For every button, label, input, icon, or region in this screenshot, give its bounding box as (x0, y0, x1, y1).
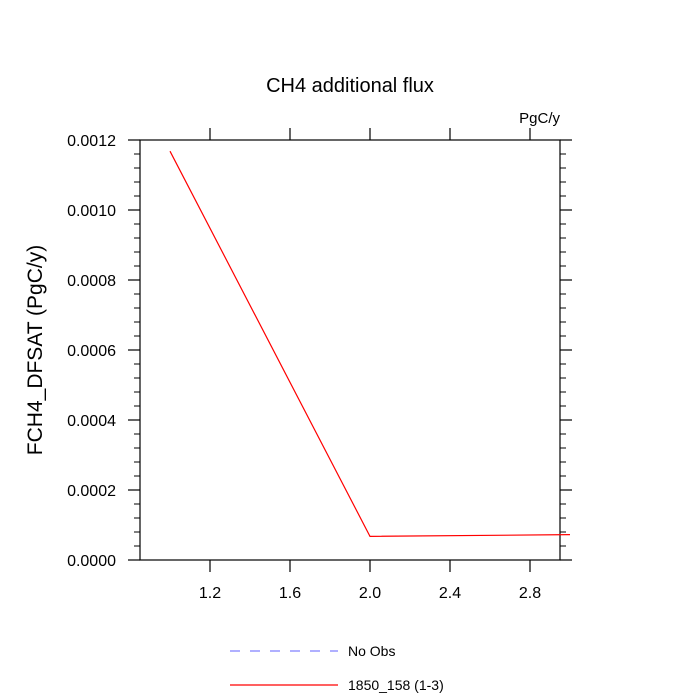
y-tick-label: 0.0012 (67, 133, 116, 150)
legend: No Obs 1850_158 (1-3) (230, 643, 444, 693)
y-tick-label: 0.0004 (67, 413, 116, 430)
x-tick-label: 2.8 (519, 585, 541, 602)
y-tick-label: 0.0006 (67, 343, 116, 360)
units-label: PgC/y (519, 110, 560, 127)
y-axis-label: FCH4_DFSAT (PgC/y) (24, 245, 47, 455)
y-tick-label: 0.0010 (67, 203, 116, 220)
x-tick-label: 1.2 (199, 585, 221, 602)
x-tick-label: 1.6 (279, 585, 301, 602)
y-tick-label: 0.0008 (67, 273, 116, 290)
legend-label-0: No Obs (348, 643, 395, 659)
y-tick-label: 0.0002 (67, 483, 116, 500)
plot-area: 1.2 1.6 2.0 2.4 2.8 0.0000 0.0002 0.0004 0.0006 0… (67, 128, 572, 602)
y-tick-label: 0.0000 (67, 553, 116, 570)
legend-label-1: 1850_158 (1-3) (348, 677, 444, 693)
series-line-1 (169, 150, 571, 537)
chart-title: CH4 additional flux (266, 75, 434, 97)
x-tick-label: 2.4 (439, 585, 461, 602)
x-tick-label: 2.0 (359, 585, 381, 602)
